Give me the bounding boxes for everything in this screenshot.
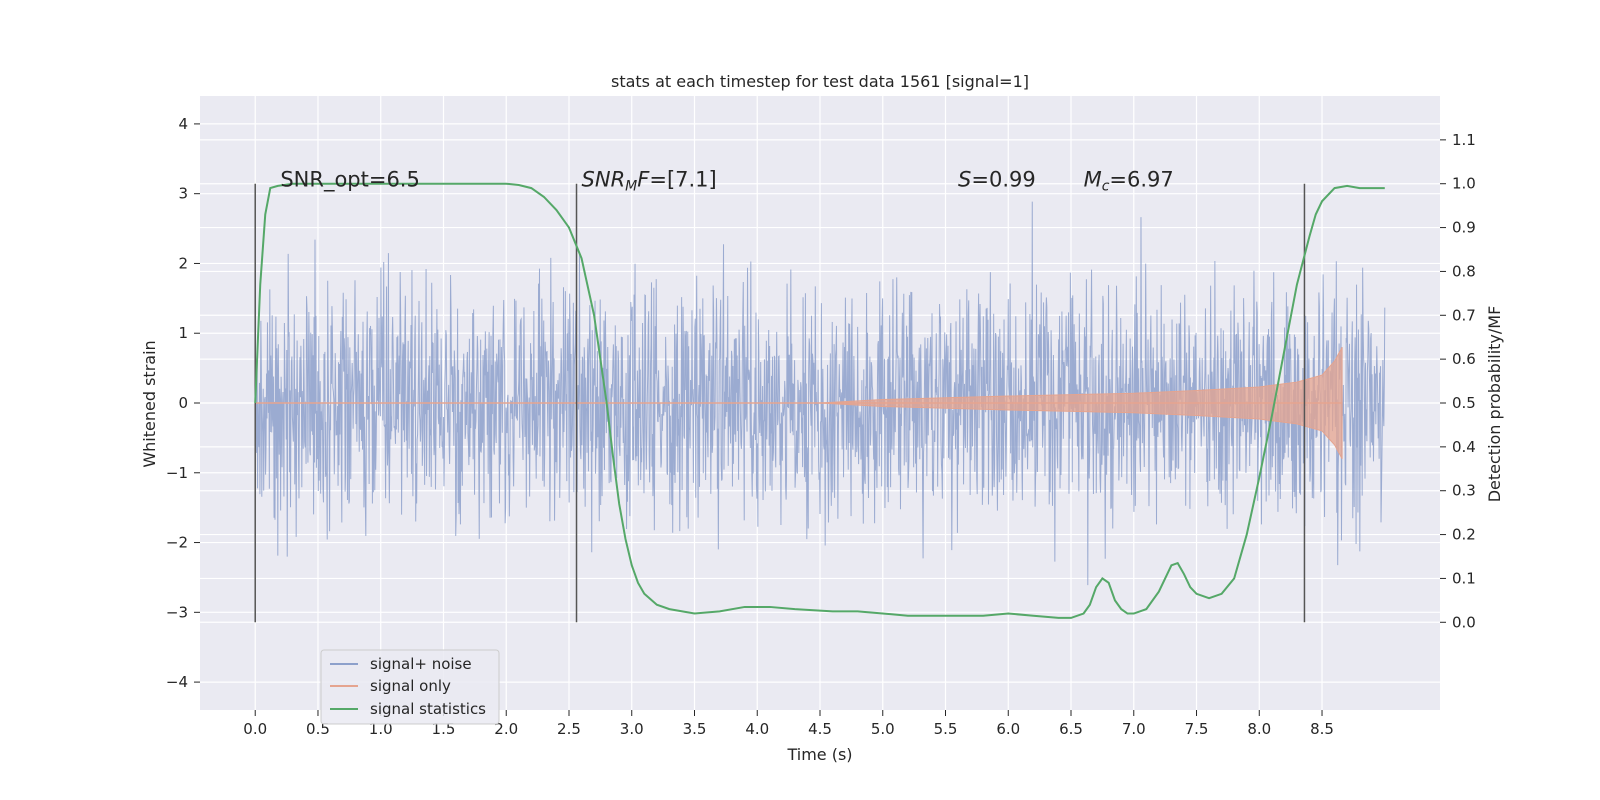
x-tick-label: 5.0 <box>871 720 895 738</box>
left-y-tick-label: −2 <box>166 534 188 552</box>
x-tick-label: 0.5 <box>306 720 330 738</box>
right-y-tick-label: 0.6 <box>1452 350 1476 368</box>
signal-only-series <box>255 346 1343 460</box>
x-tick-label: 3.5 <box>683 720 707 738</box>
annotation-part: SNR_opt=6.5 <box>280 168 420 193</box>
right-y-tick-label: 0.2 <box>1452 526 1476 544</box>
right-y-tick-label: 0.5 <box>1452 394 1476 412</box>
left-y-tick-label: 4 <box>178 115 188 133</box>
chart-title: stats at each timestep for test data 156… <box>611 72 1029 91</box>
left-y-tick-label: −1 <box>166 464 188 482</box>
annotation-part: =6.97 <box>1109 168 1173 192</box>
right-y-axis-title: Detection probability/MF <box>1485 306 1504 503</box>
x-tick-label: 2.5 <box>557 720 581 738</box>
x-tick-label: 8.0 <box>1247 720 1271 738</box>
legend: signal+ noise signal only signal statist… <box>320 649 500 725</box>
left-y-tick-label: −3 <box>166 603 188 621</box>
left-y-tick-label: 2 <box>178 254 188 272</box>
x-tick-label: 7.5 <box>1185 720 1209 738</box>
right-y-tick-label: 0.4 <box>1452 438 1476 456</box>
annotation-part: S <box>958 168 971 192</box>
x-tick-label: 4.5 <box>808 720 832 738</box>
signal-noise-line <box>254 201 1386 586</box>
right-y-tick-label: 0.3 <box>1452 482 1476 500</box>
annotation-part: M <box>1084 168 1102 192</box>
annotation-part: F <box>637 168 650 192</box>
legend-label-signal-only: signal only <box>370 677 451 695</box>
right-y-tick-label: 1.1 <box>1452 131 1476 149</box>
x-tick-label: 0.0 <box>243 720 267 738</box>
stat-annotation: S=0.99 <box>958 168 1036 192</box>
left-y-tick-label: 3 <box>178 185 188 203</box>
stat-annotation: SNR_opt=6.5 <box>280 168 420 193</box>
annotation-part: =0.99 <box>971 168 1035 192</box>
x-axis-title: Time (s) <box>786 745 852 764</box>
annotations: SNR_opt=6.5 SNRMF=[7.1] S=0.99 Mc=6.97 <box>280 168 1173 195</box>
left-y-tick-label: 0 <box>178 394 188 412</box>
x-tick-label: 3.0 <box>620 720 644 738</box>
right-y-tick-label: 0.1 <box>1452 569 1476 587</box>
x-tick-label: 5.5 <box>934 720 958 738</box>
left-y-tick-label: −4 <box>166 673 188 691</box>
x-tick-label: 2.0 <box>494 720 518 738</box>
signal-statistics-series <box>254 182 1385 619</box>
right-y-tick-label: 0.0 <box>1452 613 1476 631</box>
legend-label-signal-statistics: signal statistics <box>370 700 486 718</box>
right-y-tick-label: 0.9 <box>1452 219 1476 237</box>
signal-statistics-line <box>254 182 1385 619</box>
annotation-part: M <box>625 179 637 195</box>
annotation-part: SNR <box>582 168 626 192</box>
x-tick-label: 6.5 <box>1059 720 1083 738</box>
signal-noise-series <box>254 201 1386 586</box>
legend-box <box>320 649 500 725</box>
left-y-axis-ticks: 4 3 2 1 0 −1 −2 −3 −4 <box>166 115 200 691</box>
x-tick-label: 8.5 <box>1310 720 1334 738</box>
right-y-tick-label: 1.0 <box>1452 175 1476 193</box>
x-tick-label: 6.0 <box>996 720 1020 738</box>
signal-only-chirp <box>255 346 1343 460</box>
x-tick-label: 7.0 <box>1122 720 1146 738</box>
right-y-axis-ticks: 1.1 1.0 0.9 0.8 0.7 0.6 0.5 0.4 0.3 0.2 0.1 0.0 <box>1440 131 1476 631</box>
left-y-tick-label: 1 <box>178 324 188 342</box>
x-axis-ticks: 0.0 0.5 1.0 1.5 2.0 2.5 3.0 3.5 4.0 4.5 5.0 5.5 6.0 6… <box>243 710 1334 738</box>
annotation-part: =[7.1] <box>649 168 716 192</box>
stat-annotation: SNRMF=[7.1] <box>582 168 717 195</box>
x-tick-label: 4.0 <box>745 720 769 738</box>
left-y-axis-title: Whitened strain <box>140 340 159 467</box>
right-y-tick-label: 0.7 <box>1452 306 1476 324</box>
annotation-part: c <box>1102 179 1110 195</box>
right-y-tick-label: 0.8 <box>1452 262 1476 280</box>
legend-label-signal-noise: signal+ noise <box>370 655 472 673</box>
stat-annotation: Mc=6.97 <box>1084 168 1174 195</box>
